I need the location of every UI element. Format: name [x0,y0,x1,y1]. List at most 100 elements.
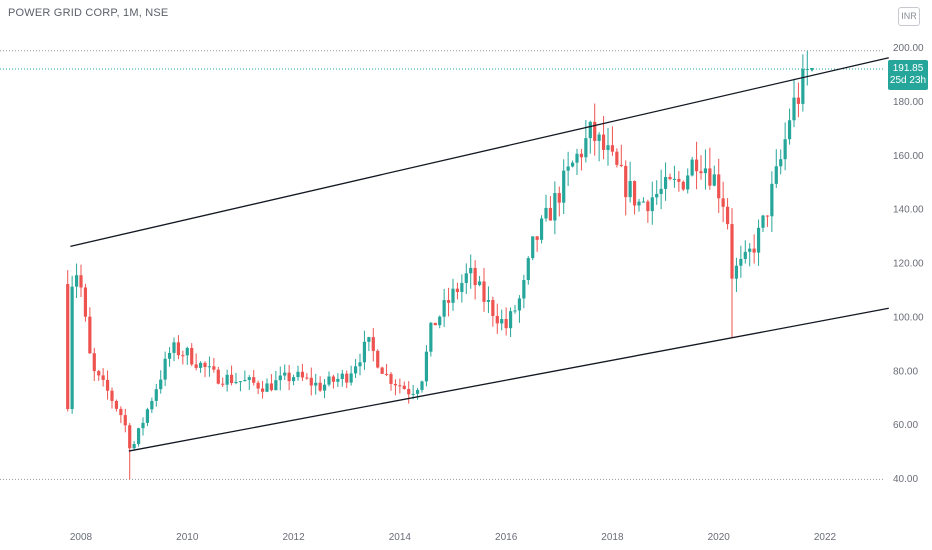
candle-body [66,284,70,409]
candle-body [765,215,770,217]
candle-body [194,364,198,368]
candle-body [429,322,433,352]
candle-body [283,372,287,376]
candles [66,50,809,480]
candle [362,330,367,370]
candle [185,346,189,365]
candle-body [522,280,526,299]
candle [469,254,473,289]
candle-body [570,162,575,167]
candle-body [376,350,380,368]
candle-body [314,382,318,386]
candle [66,270,70,412]
candle-body [495,315,499,324]
candle-body [287,372,291,382]
candle [318,376,322,392]
candle-body [690,159,694,176]
candle-body [70,286,74,409]
candle-body [619,164,623,166]
candle [699,155,703,180]
candle-body [229,374,234,384]
candle [584,119,588,163]
candle-body [136,428,141,445]
candle-body [309,377,313,386]
last-price-value: 191.85 [892,63,924,74]
candle [336,373,340,387]
candle-body [539,218,544,240]
candle-body [252,377,256,383]
candle [677,171,681,192]
candle [765,215,770,227]
candle [380,366,384,375]
candle [455,282,460,300]
candle-body [221,383,225,385]
candle [553,181,557,235]
candle [438,315,442,329]
candle [247,375,251,390]
candle-body [150,400,154,410]
candle-body [615,151,619,165]
candle [110,387,114,409]
candle [70,275,74,414]
candle [141,417,145,436]
currency-button[interactable]: INR [898,7,920,26]
candle [283,364,287,380]
candle [420,380,424,393]
candle [287,364,291,391]
candle-body [181,355,185,357]
candle [712,165,716,187]
candle-body [234,381,238,384]
candle-body [686,175,690,190]
candle-body [327,376,331,385]
x-tick-label: 2014 [389,532,412,543]
candle [681,180,685,192]
candle [460,274,464,303]
candle [752,234,756,264]
candle [176,335,181,360]
candle-body [336,378,340,382]
candle-body [172,342,176,353]
candle [190,343,194,367]
candle-body [601,134,606,150]
candle-body [752,248,756,253]
candle [655,180,659,205]
candle [597,132,601,162]
candle-body [114,400,119,409]
candle [150,397,154,414]
candle [207,356,212,377]
candle-body [88,316,92,354]
y-tick-label: 100.00 [893,312,924,323]
candle [570,160,575,168]
candle [88,307,92,354]
y-tick-label: 120.00 [893,259,924,270]
candle-body [721,198,725,207]
candle [159,370,163,394]
candle [132,441,136,450]
candle [761,214,765,232]
candle-body [141,422,145,429]
candle [593,103,597,156]
candle [136,427,141,447]
candle [123,408,127,433]
channel-line-upper [70,57,889,247]
candle-body [393,383,398,386]
candle [619,144,623,168]
candle-body [349,373,353,383]
candle-body [398,385,402,387]
candle [717,158,721,213]
candle [331,374,336,389]
candle-body [389,374,393,384]
candle-body [79,275,83,288]
candle-body [163,358,167,380]
candle [663,162,668,201]
candle-body [482,281,486,302]
candle [446,287,451,317]
candle [265,378,269,393]
candle-body [411,393,415,395]
candle [774,149,778,189]
candle-body [74,275,79,287]
x-tick-label: 2016 [495,532,518,543]
candle-body [646,201,650,212]
candle-body [641,201,646,203]
